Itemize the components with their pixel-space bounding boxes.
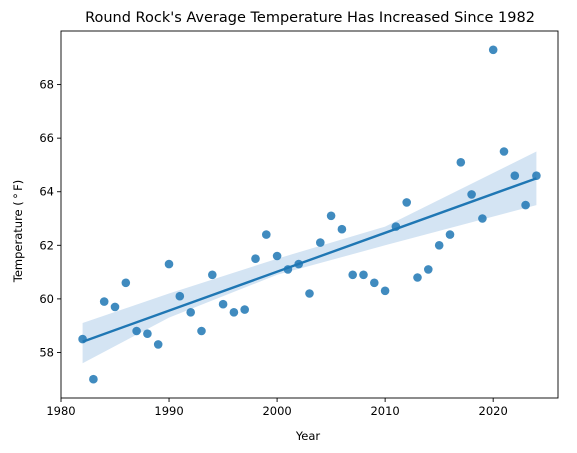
data-point [467,190,476,199]
x-tick-label: 2010 [370,404,399,418]
data-point [434,241,444,250]
data-point [510,171,520,180]
x-axis-label: Year [295,429,321,443]
y-tick-label: 68 [39,78,54,92]
data-point [445,230,455,239]
data-point [208,270,217,280]
y-tick-label: 58 [39,345,54,359]
data-point [89,374,98,384]
data-point [348,270,358,280]
data-point [153,340,163,349]
data-point [359,270,368,280]
data-point [229,308,239,317]
y-axis-label: Temperature ( ° F) [11,180,25,283]
data-point [272,251,282,261]
data-point [337,224,347,234]
data-point [521,200,530,210]
data-point [456,158,466,167]
x-tick-label: 2000 [262,404,291,418]
data-point [262,230,271,239]
chart-title: Round Rock's Average Temperature Has Inc… [85,10,535,26]
data-point [316,238,325,247]
data-point [380,286,390,296]
y-tick-label: 66 [39,131,54,145]
data-point [164,259,174,269]
data-point [478,214,487,223]
data-point [413,273,422,282]
x-tick-label: 1980 [46,404,75,418]
data-point [143,329,152,339]
data-point [424,265,433,274]
data-point [251,254,260,263]
axes-frame [60,30,559,399]
y-tick-label: 62 [39,238,54,252]
data-point [488,45,498,55]
data-point [326,211,336,221]
data-point [240,305,249,314]
regression-line [82,177,537,343]
data-point [175,291,185,301]
data-point [305,289,314,298]
y-tick-label: 64 [39,185,54,199]
data-point [121,278,131,288]
data-point [78,334,87,344]
data-point [132,326,141,336]
data-point [197,326,206,336]
x-axis-ticks: 1980 1990 2000 2010 2020 [46,398,508,418]
x-tick-label: 1990 [154,404,183,418]
data-point [218,299,228,309]
x-tick-label: 2020 [479,404,508,418]
data-point [110,302,120,312]
data-point [499,147,509,156]
data-point [99,297,109,306]
data-point [402,198,412,207]
data-point [186,308,195,317]
plot-area [78,45,541,384]
y-tick-label: 60 [39,292,54,306]
confidence-band [82,151,537,364]
y-axis-ticks: 58 60 62 64 66 68 [39,78,61,359]
data-point [370,278,379,288]
